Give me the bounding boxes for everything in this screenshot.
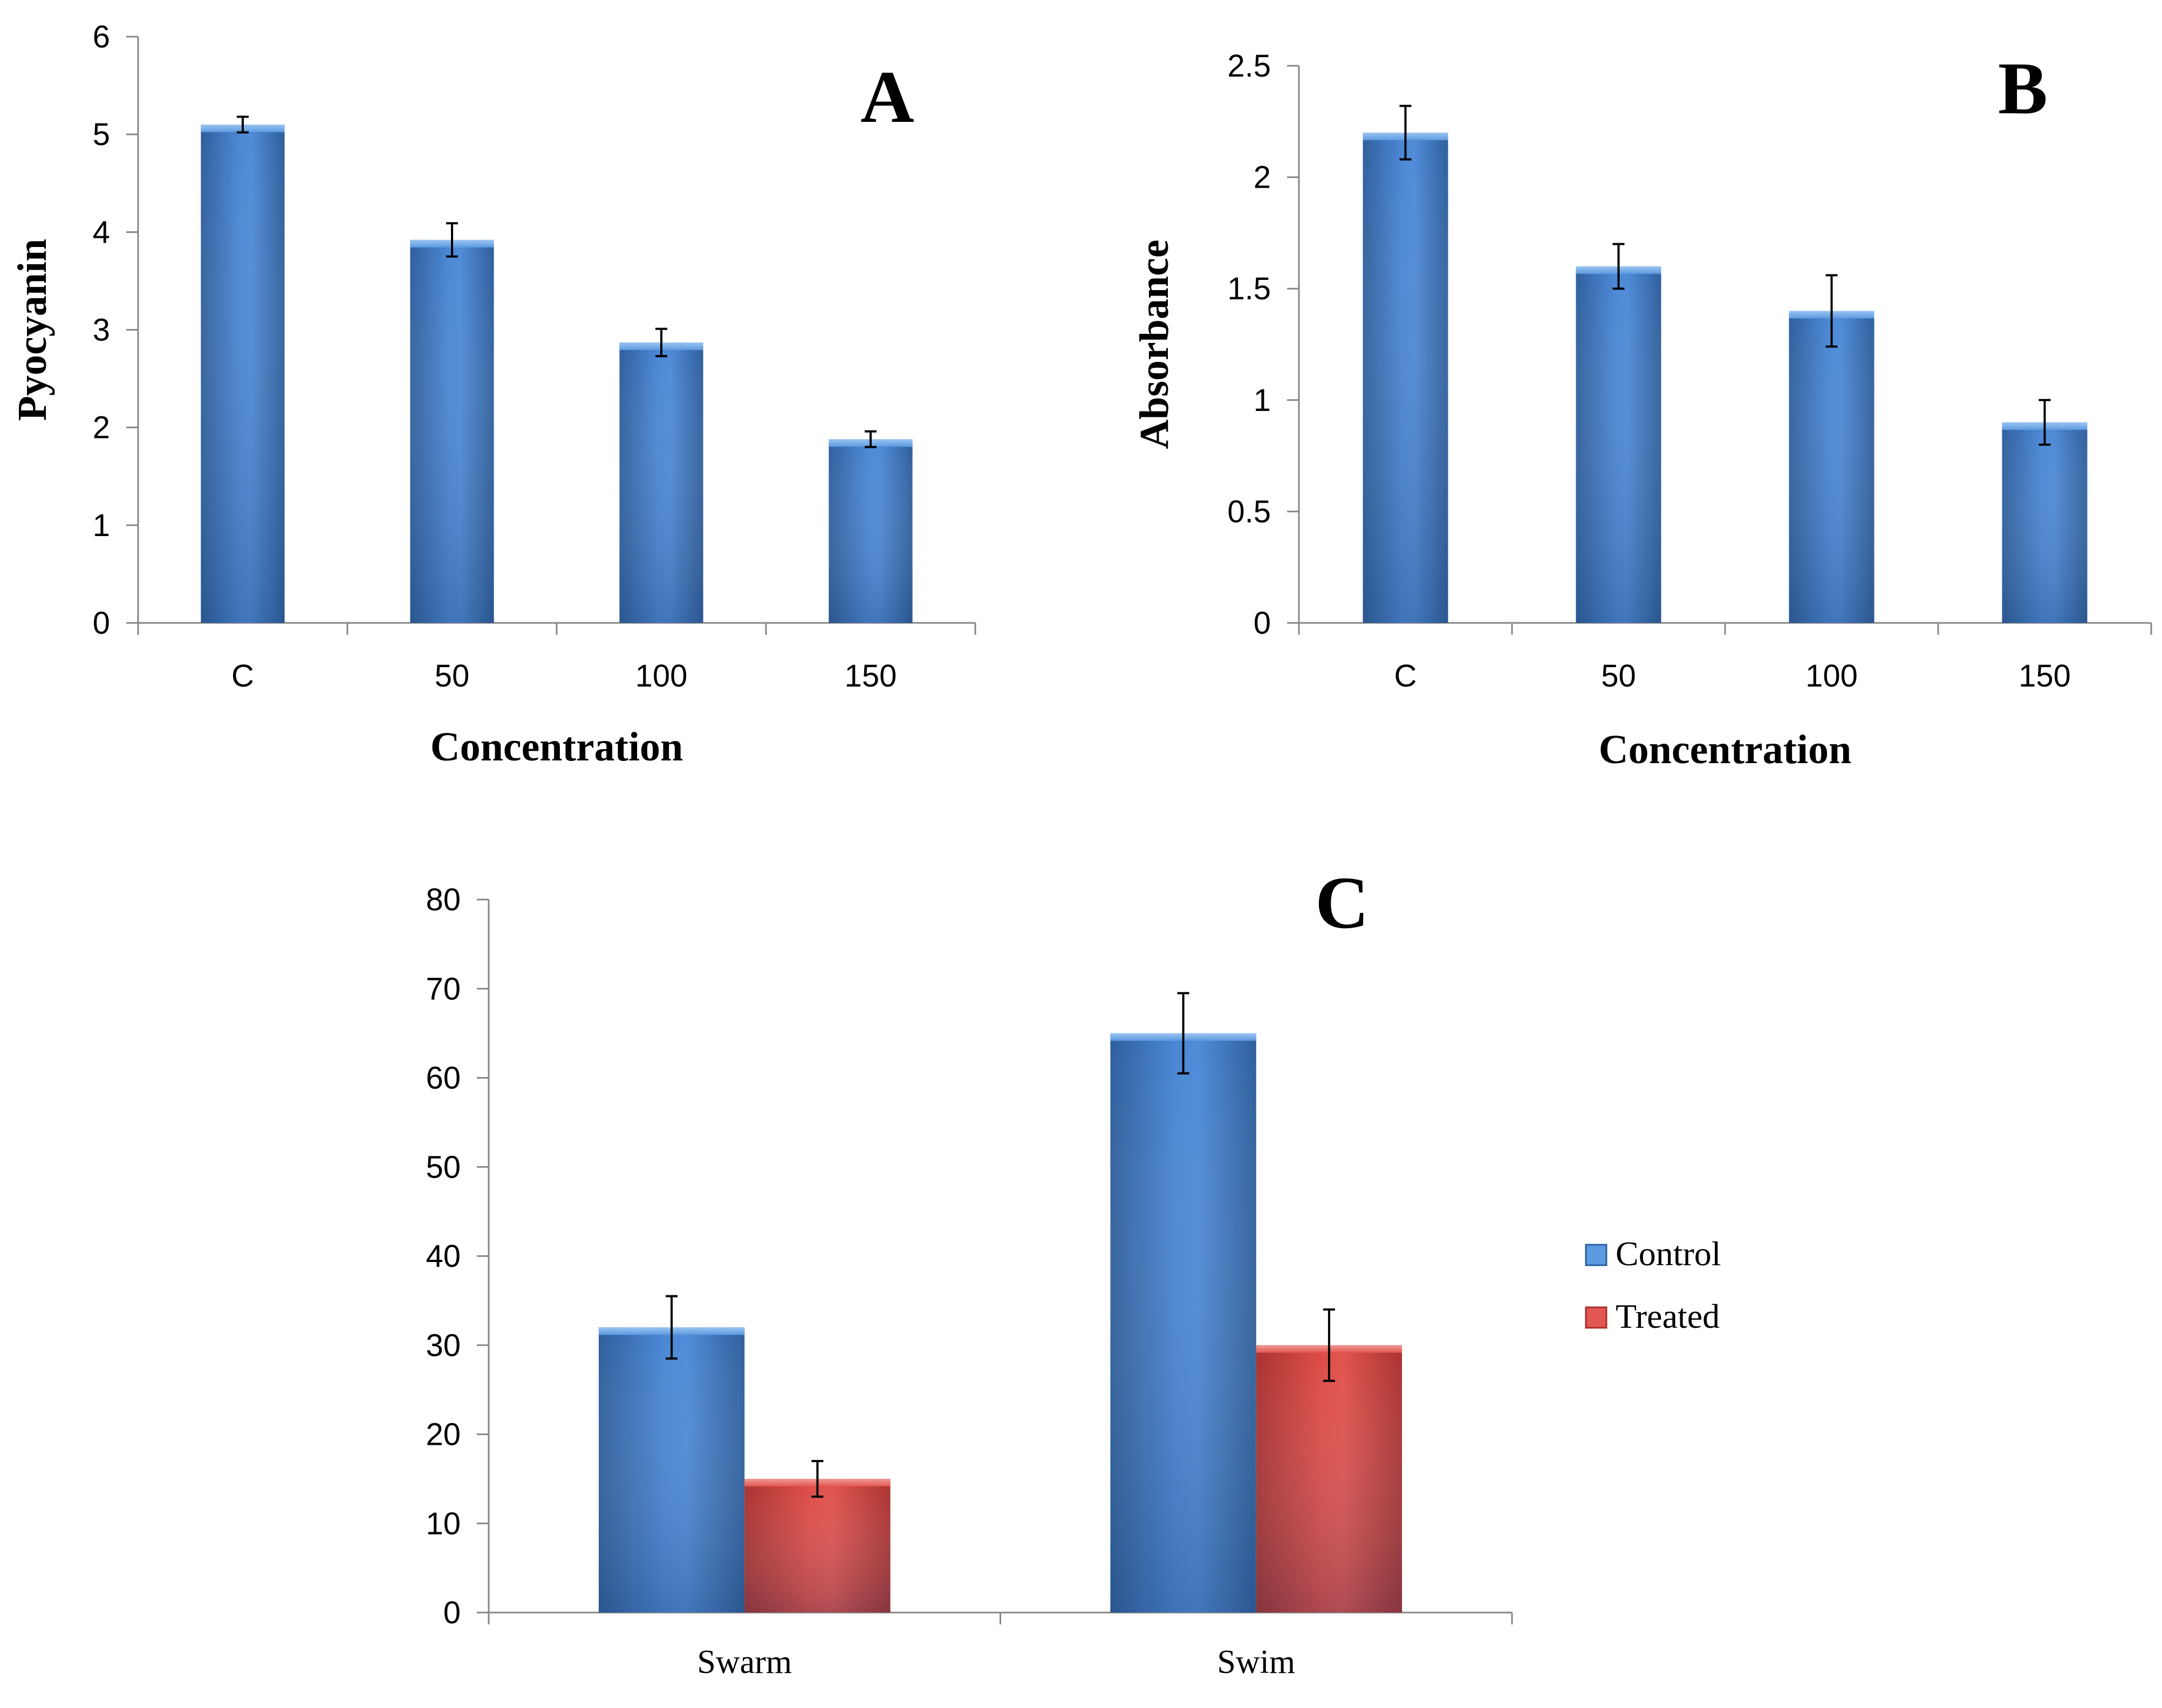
x-tick-label: 50 <box>1601 658 1636 694</box>
bar-150 <box>2002 422 2088 623</box>
bar-C-shade <box>201 125 285 623</box>
bar-C <box>201 125 285 623</box>
error-bar-C <box>1399 105 1412 161</box>
bar-C-shade <box>1363 132 1448 623</box>
y-axis-title: Pyocyanin <box>10 239 55 421</box>
error-bar-Swarm-Treated <box>811 1460 824 1498</box>
error-bar-Swarm-Control <box>666 1295 678 1360</box>
panel-a: 0 1 2 3 4 5 6 C 50 100 150 Concentration Pyocyanin A <box>10 19 976 770</box>
y-tick-label: 6 <box>93 19 110 54</box>
x-tick-label: Swarm <box>697 1644 792 1680</box>
panel-c: 0 10 20 30 40 50 60 70 80 Swarm Swim C Control Treate… <box>426 861 1721 1680</box>
bar-Swim-Treated-shade <box>1256 1345 1402 1613</box>
y-tick-label: 60 <box>426 1061 461 1096</box>
panel-b: 0 0.5 1 1.5 2 2.5 C 50 100 150 Concentration Absorb… <box>1132 47 2152 772</box>
y-tick-label: 1.5 <box>1227 271 1271 306</box>
x-tick-label: C <box>1394 658 1417 694</box>
y-tick-label: 50 <box>426 1150 461 1185</box>
y-tick-label: 1 <box>1254 383 1271 418</box>
x-tick-label: 100 <box>635 658 688 694</box>
bar-Swim-Control <box>1110 1033 1256 1613</box>
x-tick-label: 150 <box>845 658 897 694</box>
legend-swatch-border <box>1585 1244 1607 1266</box>
bar-Swarm-Treated <box>744 1479 891 1613</box>
x-tick-label: C <box>231 658 254 694</box>
error-bar-C <box>237 115 249 134</box>
error-bar-50 <box>446 222 458 258</box>
legend-item-control: Control <box>1585 1234 1721 1273</box>
y-tick-label: 2.5 <box>1227 49 1271 84</box>
y-tick-label: 70 <box>426 971 461 1006</box>
bar-100-shade <box>1789 311 1874 623</box>
y-tick-label: 2 <box>1254 160 1271 195</box>
bar-100 <box>619 342 703 623</box>
legend-item-treated: Treated <box>1585 1297 1720 1335</box>
y-tick-label: 0 <box>443 1595 461 1630</box>
y-tick-label: 0 <box>1254 606 1271 641</box>
legend-swatch <box>1586 1307 1606 1328</box>
y-tick-label: 20 <box>426 1417 461 1452</box>
bar-150-shade <box>829 439 913 623</box>
x-axis-title: Concentration <box>1599 727 1852 772</box>
legend-label: Treated <box>1616 1297 1720 1335</box>
bar-50-shade <box>1576 266 1661 623</box>
error-bar-150 <box>865 430 877 448</box>
bar-Swim-Treated <box>1256 1345 1402 1613</box>
y-tick-label: 2 <box>93 410 110 445</box>
y-tick-label: 4 <box>93 215 110 250</box>
bar-150-shade <box>2002 422 2088 623</box>
legend: Control Treated <box>1585 1234 1721 1335</box>
bar-Swim-Control-shade <box>1110 1033 1256 1613</box>
panel-label: C <box>1315 861 1369 944</box>
y-tick-label: 80 <box>426 882 461 917</box>
y-tick-label: 0 <box>93 606 110 641</box>
panel-label: A <box>860 56 914 138</box>
error-bar-50 <box>1612 243 1625 290</box>
x-tick-label: 100 <box>1805 658 1858 694</box>
y-tick-label: 1 <box>93 508 110 543</box>
bar-Swarm-Control-shade <box>598 1327 745 1613</box>
bar-50-shade <box>410 239 494 623</box>
x-tick-label: Swim <box>1217 1644 1295 1680</box>
legend-label: Control <box>1616 1234 1721 1273</box>
bar-Swarm-Treated-shade <box>744 1479 891 1613</box>
y-tick-label: 30 <box>426 1328 461 1363</box>
x-tick-label: 150 <box>2019 658 2071 694</box>
bar-50 <box>1576 266 1661 623</box>
y-tick-label: 3 <box>93 313 110 348</box>
bar-150 <box>829 439 913 623</box>
bar-50 <box>410 239 494 623</box>
x-tick-label: 50 <box>435 658 470 694</box>
y-tick-label: 40 <box>426 1239 461 1274</box>
y-tick-label: 5 <box>93 117 110 152</box>
y-axis-title: Absorbance <box>1132 239 1177 449</box>
bar-Swarm-Control <box>598 1327 745 1613</box>
error-bar-100 <box>1825 274 1838 348</box>
error-bar-100 <box>655 327 667 358</box>
x-axis-title: Concentration <box>430 724 683 770</box>
y-tick-label: 10 <box>426 1506 461 1541</box>
bar-100-shade <box>619 342 703 623</box>
legend-swatch <box>1586 1245 1606 1265</box>
error-bar-150 <box>2038 399 2051 446</box>
legend-swatch-border <box>1585 1306 1607 1329</box>
error-bar-Swim-Control <box>1177 992 1189 1075</box>
bar-C <box>1363 132 1448 623</box>
bar-100 <box>1789 311 1874 623</box>
error-bar-Swim-Treated <box>1323 1308 1335 1382</box>
panel-label: B <box>1998 47 2048 129</box>
y-tick-label: 0.5 <box>1227 494 1271 529</box>
